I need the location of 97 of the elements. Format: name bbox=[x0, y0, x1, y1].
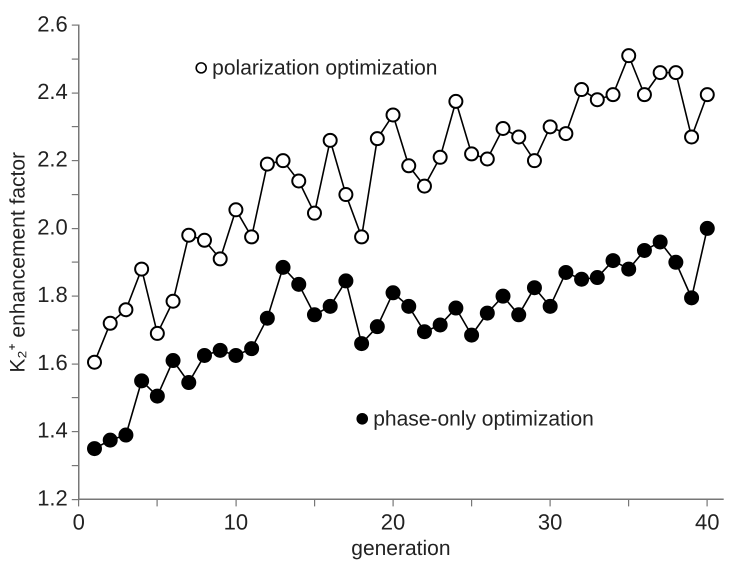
point bbox=[526, 280, 542, 296]
point bbox=[574, 82, 590, 98]
point bbox=[181, 228, 196, 243]
point bbox=[276, 153, 291, 168]
point bbox=[606, 87, 621, 102]
point bbox=[511, 129, 526, 144]
point bbox=[386, 285, 401, 300]
point bbox=[480, 306, 495, 321]
point bbox=[684, 290, 700, 306]
point bbox=[542, 298, 558, 314]
point bbox=[150, 326, 165, 341]
point bbox=[102, 432, 118, 448]
point bbox=[354, 336, 370, 352]
point bbox=[150, 388, 165, 404]
point bbox=[558, 264, 574, 280]
x-axis-title: generation bbox=[351, 537, 451, 560]
point bbox=[652, 234, 668, 250]
y-axis-title: K₂⁺ enhancement factor bbox=[6, 152, 30, 373]
point bbox=[244, 229, 260, 244]
point bbox=[684, 129, 700, 144]
x-tick-label: 40 bbox=[695, 510, 720, 535]
point bbox=[621, 48, 636, 64]
point bbox=[401, 298, 416, 314]
point bbox=[166, 294, 181, 309]
point bbox=[401, 158, 416, 174]
point bbox=[496, 288, 511, 304]
point bbox=[244, 341, 260, 356]
point bbox=[590, 92, 605, 108]
y-tick-label: 2.2 bbox=[37, 146, 68, 172]
point bbox=[102, 316, 118, 331]
point bbox=[196, 348, 212, 363]
point bbox=[558, 126, 574, 142]
point bbox=[118, 428, 134, 443]
point bbox=[338, 187, 354, 202]
point bbox=[228, 202, 244, 218]
legend-label: polarization optimization bbox=[212, 56, 438, 80]
x-tick-label: 0 bbox=[72, 510, 85, 535]
point bbox=[416, 178, 432, 194]
point bbox=[118, 302, 134, 318]
y-tick-label: 2.4 bbox=[37, 79, 68, 104]
point bbox=[448, 94, 464, 109]
point bbox=[432, 317, 448, 332]
point bbox=[621, 262, 636, 277]
point bbox=[86, 441, 102, 456]
point bbox=[134, 262, 150, 277]
y-tick-label: 1.4 bbox=[37, 418, 68, 443]
point bbox=[590, 270, 605, 286]
point bbox=[276, 260, 291, 275]
point bbox=[386, 107, 401, 122]
point bbox=[134, 373, 150, 388]
point bbox=[416, 324, 432, 340]
point bbox=[166, 353, 181, 368]
point bbox=[464, 328, 480, 343]
point bbox=[511, 307, 526, 322]
point bbox=[496, 121, 511, 136]
point bbox=[370, 319, 385, 334]
point bbox=[291, 276, 306, 292]
point bbox=[212, 251, 228, 266]
point bbox=[636, 242, 652, 258]
point bbox=[668, 254, 684, 270]
point bbox=[370, 131, 385, 146]
x-tick-label: 30 bbox=[538, 510, 562, 535]
point bbox=[668, 65, 684, 80]
point bbox=[260, 310, 275, 326]
point bbox=[480, 151, 495, 166]
x-tick-label: 10 bbox=[224, 510, 248, 535]
point bbox=[700, 220, 715, 236]
point bbox=[86, 354, 102, 370]
point bbox=[448, 300, 464, 316]
point bbox=[260, 156, 275, 172]
point bbox=[212, 342, 228, 358]
y-tick-label: 1.2 bbox=[37, 485, 68, 510]
point bbox=[322, 298, 338, 314]
x-tick-label: 20 bbox=[380, 510, 406, 535]
point bbox=[432, 150, 448, 165]
point bbox=[181, 375, 196, 390]
point bbox=[354, 229, 370, 244]
point bbox=[306, 206, 322, 221]
y-tick-label: 2.6 bbox=[37, 11, 68, 36]
point bbox=[306, 307, 322, 322]
point bbox=[338, 273, 354, 288]
y-tick-label: 2.0 bbox=[37, 214, 68, 240]
legend-label: phase-only optimization bbox=[373, 408, 594, 431]
point bbox=[606, 253, 621, 268]
point bbox=[464, 146, 480, 162]
point bbox=[542, 119, 558, 134]
point bbox=[322, 132, 338, 148]
point bbox=[526, 153, 542, 168]
point bbox=[700, 87, 715, 102]
y-tick-label: 1.6 bbox=[37, 350, 68, 375]
y-tick-label: 1.8 bbox=[37, 282, 68, 308]
point bbox=[652, 65, 668, 80]
point bbox=[228, 348, 244, 363]
point bbox=[636, 87, 652, 102]
point bbox=[196, 232, 212, 248]
point bbox=[574, 272, 590, 287]
point bbox=[291, 174, 306, 189]
